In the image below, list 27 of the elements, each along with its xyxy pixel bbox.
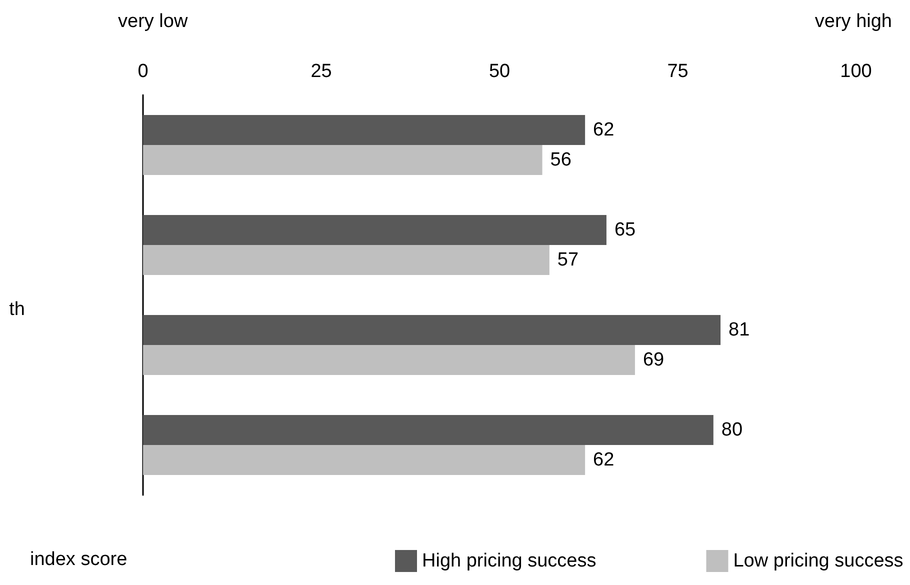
legend-label: Low pricing success [733,550,904,572]
data-label: 62 [593,120,614,140]
bar [143,115,586,145]
text: index score [30,549,128,570]
data-label: 57 [557,250,579,270]
text: very low [118,11,188,32]
data-label: 80 [721,420,743,440]
bar [143,245,550,275]
bar [143,345,635,375]
data-label: 65 [614,220,636,240]
bar [143,315,721,345]
legend-label: High pricing success [422,550,596,572]
data-label: 69 [642,350,664,370]
x-tick-label: 25 [310,61,332,82]
x-tick-label: 0 [138,61,148,82]
text: very high [814,11,892,32]
bar [143,145,542,175]
x-tick-label: 100 [840,61,872,82]
data-label: 62 [593,450,614,470]
x-tick-label: 75 [667,61,688,82]
bar [143,415,714,445]
text: th [9,299,26,320]
data-label: 56 [550,150,572,170]
bar [143,215,606,245]
bar [143,445,586,475]
x-tick-label: 50 [488,61,510,82]
data-label: 81 [728,320,750,340]
